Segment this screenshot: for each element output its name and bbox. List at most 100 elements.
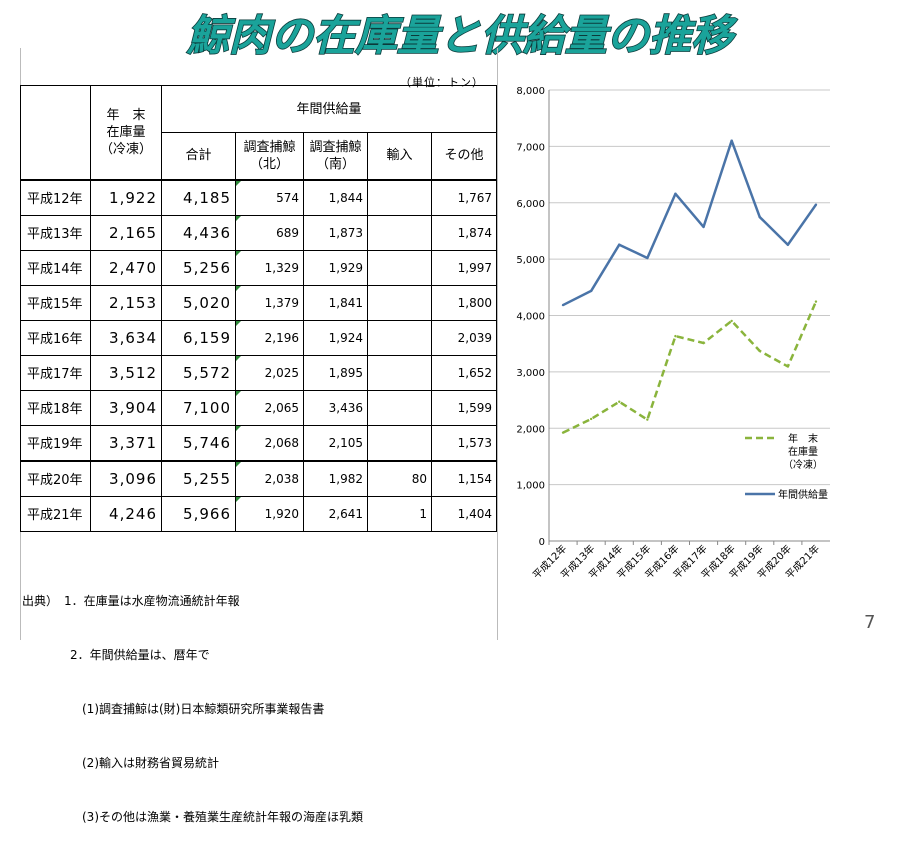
source-note: 2．年間供給量は、暦年で (22, 648, 210, 662)
cell-other: 1,404 (431, 495, 497, 532)
header-year-end-stock: 年 末 在庫量 （冷凍） (90, 85, 162, 180)
source-notes: 出典） 1．在庫量は水産物流通統計年報 2．年間供給量は、暦年で (1)調査捕鯨… (22, 556, 363, 844)
header-stock-line2: 在庫量 (106, 124, 146, 140)
cell-south: 1,895 (303, 354, 368, 391)
cell-total: 5,020 (161, 284, 236, 321)
cell-stock: 2,165 (90, 214, 162, 251)
header-year (20, 85, 91, 180)
y-tick-label: 0 (539, 537, 545, 548)
cell-total: 4,436 (161, 214, 236, 251)
y-tick-label: 1,000 (516, 481, 545, 492)
data-point (758, 215, 761, 219)
header-imports: 輸入 (367, 132, 432, 180)
data-point (618, 400, 621, 403)
data-point (646, 418, 649, 421)
cell-year: 平成16年 (20, 319, 91, 356)
cell-stock: 2,470 (90, 249, 162, 286)
cell-north: 1,329 (235, 249, 304, 286)
cell-other: 1,652 (431, 354, 497, 391)
cell-stock: 3,512 (90, 354, 162, 391)
y-tick-label: 7,000 (516, 142, 545, 153)
cell-south: 2,641 (303, 495, 368, 532)
cell-total: 5,256 (161, 249, 236, 286)
cell-other: 1,997 (431, 249, 497, 286)
cell-total: 5,966 (161, 495, 236, 532)
header-research-south: 調査捕鯨 （南） (303, 132, 368, 180)
cell-total: 7,100 (161, 389, 236, 426)
data-point (702, 225, 705, 229)
header-total: 合計 (161, 132, 236, 180)
cell-other: 1,800 (431, 284, 497, 321)
cell-south: 1,929 (303, 249, 368, 286)
cell-north: 2,196 (235, 319, 304, 356)
data-point (814, 203, 818, 206)
cell-imports: 1 (367, 495, 432, 532)
cell-south: 1,924 (303, 319, 368, 356)
data-point (702, 341, 705, 345)
supply-table: 年 末 在庫量 （冷凍） 年間供給量 合計 調査捕鯨 （北） 調査捕鯨 （南） … (20, 85, 497, 532)
table-row: 平成13年 2,165 4,436 689 1,873 1,874 (20, 214, 497, 251)
cell-north: 574 (235, 178, 304, 216)
header-south-line1: 調査捕鯨 (309, 139, 362, 155)
cell-imports (367, 178, 432, 216)
cell-imports (367, 354, 432, 391)
cell-imports (367, 214, 432, 251)
series-line-1 (562, 139, 817, 307)
header-south-line2: （南） (315, 156, 355, 172)
cell-total: 5,255 (161, 459, 236, 497)
cell-stock: 3,371 (90, 424, 162, 461)
cell-north: 2,068 (235, 424, 304, 461)
cell-year: 平成17年 (20, 354, 91, 391)
page-title-text: 鯨肉の在庫量と供給量の推移 (186, 11, 738, 60)
cell-stock: 1,922 (90, 178, 162, 216)
source-note: (3)その他は漁業・養殖業生産統計年報の海産ほ乳類 (22, 810, 364, 824)
data-point (730, 139, 733, 142)
page-number: 7 (864, 612, 876, 633)
legend-label: 年間供給量 (778, 488, 828, 501)
data-point (674, 192, 677, 195)
header-north-line1: 調査捕鯨 (243, 139, 296, 155)
source-note: (2)輸入は財務省貿易統計 (22, 756, 219, 770)
source-note: 出典） 1．在庫量は水産物流通統計年報 (22, 594, 240, 608)
y-tick-label: 5,000 (516, 255, 545, 266)
y-tick-label: 3,000 (516, 368, 545, 379)
cell-imports (367, 284, 432, 321)
cell-north: 2,038 (235, 459, 304, 497)
cell-stock: 4,246 (90, 495, 162, 532)
cell-total: 4,185 (161, 178, 236, 216)
table-row: 平成19年 3,371 5,746 2,068 2,105 1,573 (20, 424, 497, 461)
cell-year: 平成18年 (20, 389, 91, 426)
cell-north: 689 (235, 214, 304, 251)
data-point (814, 300, 818, 303)
table-row: 平成18年 3,904 7,100 2,065 3,436 1,599 (20, 389, 497, 426)
cell-other: 1,874 (431, 214, 497, 251)
cell-imports (367, 249, 432, 286)
table-row: 平成21年 4,246 5,966 1,920 2,641 1 1,404 (20, 495, 497, 532)
legend-label: （冷凍） (783, 458, 823, 471)
cell-south: 1,982 (303, 459, 368, 497)
cell-north: 1,920 (235, 495, 304, 532)
table-row: 平成17年 3,512 5,572 2,025 1,895 1,652 (20, 354, 497, 391)
cell-other: 1,599 (431, 389, 497, 426)
y-tick-label: 4,000 (516, 312, 545, 323)
data-point (786, 365, 790, 368)
cell-year: 平成21年 (20, 495, 91, 532)
header-research-north: 調査捕鯨 （北） (235, 132, 304, 180)
cell-south: 3,436 (303, 389, 368, 426)
page-title: 鯨肉の在庫量と供給量の推移 (0, 2, 900, 62)
header-annual-supply: 年間供給量 (161, 85, 497, 133)
y-tick-label: 8,000 (516, 86, 545, 97)
cell-other: 1,767 (431, 178, 497, 216)
data-point (646, 256, 649, 260)
cell-year: 平成12年 (20, 178, 91, 216)
line-chart: 0 1,000 2,000 3,000 4,000 5,000 6,000 7,000 8,00… (516, 86, 830, 581)
table-row: 平成14年 2,470 5,256 1,329 1,929 1,997 (20, 249, 497, 286)
cell-stock: 3,904 (90, 389, 162, 426)
data-point (561, 431, 565, 434)
cell-imports (367, 424, 432, 461)
y-tick-label: 6,000 (516, 199, 545, 210)
legend-label: 在庫量 (788, 445, 818, 458)
cell-year: 平成15年 (20, 284, 91, 321)
legend-label: 年 末 (788, 432, 818, 445)
cell-other: 1,573 (431, 424, 497, 461)
